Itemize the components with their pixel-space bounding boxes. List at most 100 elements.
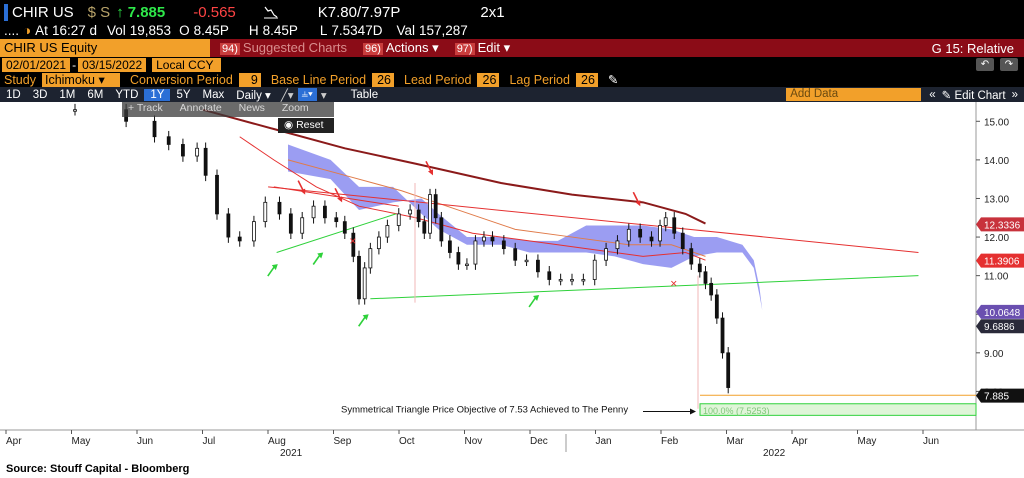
annotation-arrowhead xyxy=(690,408,696,415)
price-label-box xyxy=(976,388,1024,403)
study-select[interactable]: Ichimoku ▾ xyxy=(41,72,120,87)
red-down-arrowhead xyxy=(428,169,433,176)
period-1d[interactable]: 1D xyxy=(6,88,21,101)
expand-icon[interactable]: » xyxy=(1011,88,1018,101)
redo-icon[interactable]: ↷ xyxy=(1000,58,1018,71)
ticker[interactable]: CHIR US xyxy=(4,3,74,21)
edit-menu[interactable]: 97) Edit ▾ xyxy=(454,40,511,55)
news-tool[interactable]: News xyxy=(238,102,265,114)
y-tick-label: 14.00 xyxy=(984,156,1009,167)
y-tick-label: 13.00 xyxy=(984,194,1009,205)
candle-body xyxy=(215,174,219,215)
lag-input[interactable]: 26 xyxy=(575,72,598,87)
table-button[interactable]: Table xyxy=(350,88,379,101)
price-label-text: 7.885 xyxy=(984,392,1009,403)
red-down-arrowhead xyxy=(337,196,343,203)
candle-body xyxy=(689,248,694,265)
candle-body xyxy=(416,209,421,223)
edit-chart-button[interactable]: ✎ Edit Chart xyxy=(941,89,1006,102)
baseline-input[interactable]: 26 xyxy=(372,72,395,87)
red-x-marker: × xyxy=(670,276,677,290)
stats-dots: .... xyxy=(4,23,20,38)
period-1m[interactable]: 1M xyxy=(59,88,76,101)
period-6m[interactable]: 6M xyxy=(87,88,104,101)
bar-chart-icon[interactable]: ⫨▾ xyxy=(297,88,317,101)
chart-title: G 15: Relative xyxy=(931,40,1014,56)
reset-button[interactable]: ◉ Reset xyxy=(278,118,334,133)
x-tick-label: Apr xyxy=(6,436,22,447)
red-down-arrowhead xyxy=(300,188,306,195)
candle-body xyxy=(288,213,293,234)
frequency-select[interactable]: Daily ▾ xyxy=(236,89,271,102)
green-up-arrowhead xyxy=(533,294,540,301)
layout-label: 2x1 xyxy=(480,3,505,21)
candle-body xyxy=(604,248,608,261)
source-footer: Source: Stouff Capital - Bloomberg xyxy=(0,460,1024,478)
x-tick-label: Jun xyxy=(137,436,153,447)
conversion-input[interactable]: 9 xyxy=(238,72,261,87)
low-price: 7.5347D xyxy=(331,23,383,38)
green-up-arrow xyxy=(528,296,537,308)
candle-body xyxy=(501,240,506,250)
candle-body xyxy=(638,228,643,238)
candle-body xyxy=(524,259,529,263)
clock-icon: ◑ xyxy=(23,23,32,38)
lead-input[interactable]: 26 xyxy=(477,72,500,87)
period-max[interactable]: Max xyxy=(202,88,225,101)
x-tick-label: Aug xyxy=(268,436,286,447)
price-label-text: 11.3906 xyxy=(984,257,1020,268)
trendline-upper_wedge xyxy=(273,186,399,207)
red-x-marker: × xyxy=(349,234,356,248)
candle-body xyxy=(680,232,685,250)
period-5y[interactable]: 5Y xyxy=(176,88,191,101)
end-date-input[interactable]: 03/15/2022 xyxy=(78,57,147,72)
candle-body xyxy=(482,236,486,242)
track-tool[interactable]: + Track xyxy=(128,102,163,114)
period-1y[interactable]: 1Y xyxy=(144,88,171,101)
annotate-tool[interactable]: Annotate xyxy=(179,102,222,114)
currency-select[interactable]: Local CCY xyxy=(152,57,222,72)
x-tick-label: Sep xyxy=(334,436,352,447)
line-chart-icon[interactable]: ╱▾ xyxy=(280,89,294,102)
candle-body xyxy=(658,225,662,242)
sparkline-icon xyxy=(263,6,278,19)
collapse-icon[interactable]: « xyxy=(929,88,936,101)
y-tick-label: 15.00 xyxy=(984,117,1009,128)
chevron-down-icon: ▾ xyxy=(432,40,439,55)
fib-label: 100.0% (7.5253) xyxy=(703,406,770,416)
candle-body xyxy=(626,228,631,242)
pencil-icon[interactable]: ✎ xyxy=(607,73,619,87)
quote-stats: .... ◑ At 16:27 d Vol 19,853 O 8.45P H 8… xyxy=(0,22,1024,39)
candle-body xyxy=(226,213,231,238)
period-ytd[interactable]: YTD xyxy=(115,88,139,101)
candle-body xyxy=(592,259,597,280)
candle-body xyxy=(558,279,563,282)
zoom-tool[interactable]: Zoom xyxy=(281,102,309,114)
candle-body xyxy=(447,240,452,253)
suggested-charts-menu[interactable]: 94) Suggested Charts xyxy=(220,40,347,55)
y-tick-label: 11.00 xyxy=(984,272,1009,283)
study-bar: Study Ichimoku ▾ Conversion Period 9 Bas… xyxy=(0,72,1024,87)
candle-body xyxy=(570,279,574,282)
add-data-input[interactable]: Add Data xyxy=(786,88,922,101)
candle-body xyxy=(726,352,731,388)
candle-body xyxy=(385,225,390,238)
candle-body xyxy=(433,194,438,219)
y-tick-label: 12.00 xyxy=(984,233,1009,244)
candle-body xyxy=(396,213,401,226)
security-field[interactable]: CHIR US Equity xyxy=(0,39,210,57)
actions-menu[interactable]: 96) Actions ▾ xyxy=(362,40,439,55)
candle-body xyxy=(311,205,316,219)
candle-body xyxy=(697,263,702,273)
period-3d[interactable]: 3D xyxy=(32,88,48,101)
price-chart[interactable]: 8.009.0010.0011.0012.0013.0014.0015.00Ap… xyxy=(0,102,1024,460)
more-icon[interactable]: ▾ xyxy=(320,89,327,102)
undo-icon[interactable]: ↶ xyxy=(976,58,994,71)
candle-body xyxy=(300,217,305,234)
x-tick-label: May xyxy=(72,436,91,447)
candle-body xyxy=(357,255,361,300)
candle-body xyxy=(422,221,427,234)
candle-body xyxy=(428,194,432,234)
start-date-input[interactable]: 02/01/2021 xyxy=(2,57,71,72)
quote-header: CHIR US $ S ↑ 7.885 -0.565 K7.80/7.97P 2… xyxy=(0,0,1024,24)
